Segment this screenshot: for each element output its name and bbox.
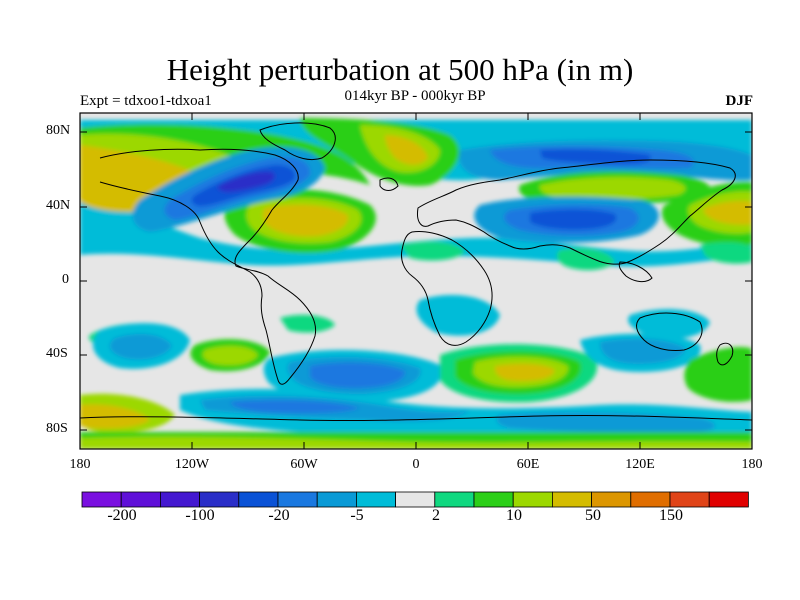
lat-label-80s: 80S bbox=[46, 421, 68, 436]
season-label: DJF bbox=[725, 93, 754, 109]
lon-label-180e: 180 bbox=[741, 457, 763, 472]
colorbar-swatch bbox=[473, 491, 514, 508]
colorbar-swatch bbox=[355, 491, 396, 508]
colorbar-swatch bbox=[434, 491, 475, 508]
colorbar-swatch bbox=[395, 491, 436, 508]
colorbar-swatch bbox=[630, 491, 671, 508]
coastlines bbox=[80, 122, 752, 422]
lat-label-40s: 40S bbox=[46, 346, 68, 361]
lat-label-40n: 40N bbox=[46, 198, 71, 213]
lon-label-120e: 120E bbox=[625, 457, 655, 472]
experiment-label: Expt = tdxoo1-tdxoa1 bbox=[80, 93, 212, 109]
colorbar-swatch bbox=[552, 491, 593, 508]
colorbar-swatch bbox=[199, 491, 240, 508]
lat-ticks bbox=[80, 131, 752, 431]
chart-title: Height perturbation at 500 hPa (in m) bbox=[166, 52, 634, 87]
colorbar-swatch bbox=[512, 491, 553, 508]
colorbar-label: 10 bbox=[506, 507, 522, 524]
lon-label-0: 0 bbox=[412, 457, 420, 472]
colorbar-label: -20 bbox=[268, 507, 290, 524]
colorbar-label: 2 bbox=[432, 507, 440, 524]
colorbar-label: -100 bbox=[185, 507, 215, 524]
colorbar-swatch bbox=[591, 491, 632, 508]
colorbar-swatch bbox=[159, 491, 200, 508]
colorbar-label: -200 bbox=[107, 507, 137, 524]
colorbar-label: 150 bbox=[659, 507, 683, 524]
lat-label-80n: 80N bbox=[46, 123, 71, 138]
lon-ticks bbox=[79, 113, 753, 449]
lon-label-60w: 60W bbox=[290, 457, 318, 472]
colorbar-swatch bbox=[277, 491, 318, 508]
colorbar-swatch bbox=[120, 491, 161, 508]
chart-subtitle: 014kyr BP - 000kyr BP bbox=[344, 88, 486, 104]
lon-label-180w: 180 bbox=[69, 457, 91, 472]
colorbar-swatch bbox=[669, 491, 710, 508]
lon-label-120w: 120W bbox=[174, 457, 210, 472]
colorbar-swatch bbox=[316, 491, 357, 508]
colorbar-label: -5 bbox=[350, 507, 364, 524]
lat-label-0: 0 bbox=[62, 272, 69, 287]
lon-label-60e: 60E bbox=[516, 457, 540, 472]
colorbar-swatch bbox=[708, 491, 749, 508]
colorbar-label: 50 bbox=[585, 507, 601, 524]
colorbar-swatch bbox=[81, 491, 122, 508]
colorbar-swatch bbox=[238, 491, 279, 508]
colorbar bbox=[81, 491, 749, 508]
